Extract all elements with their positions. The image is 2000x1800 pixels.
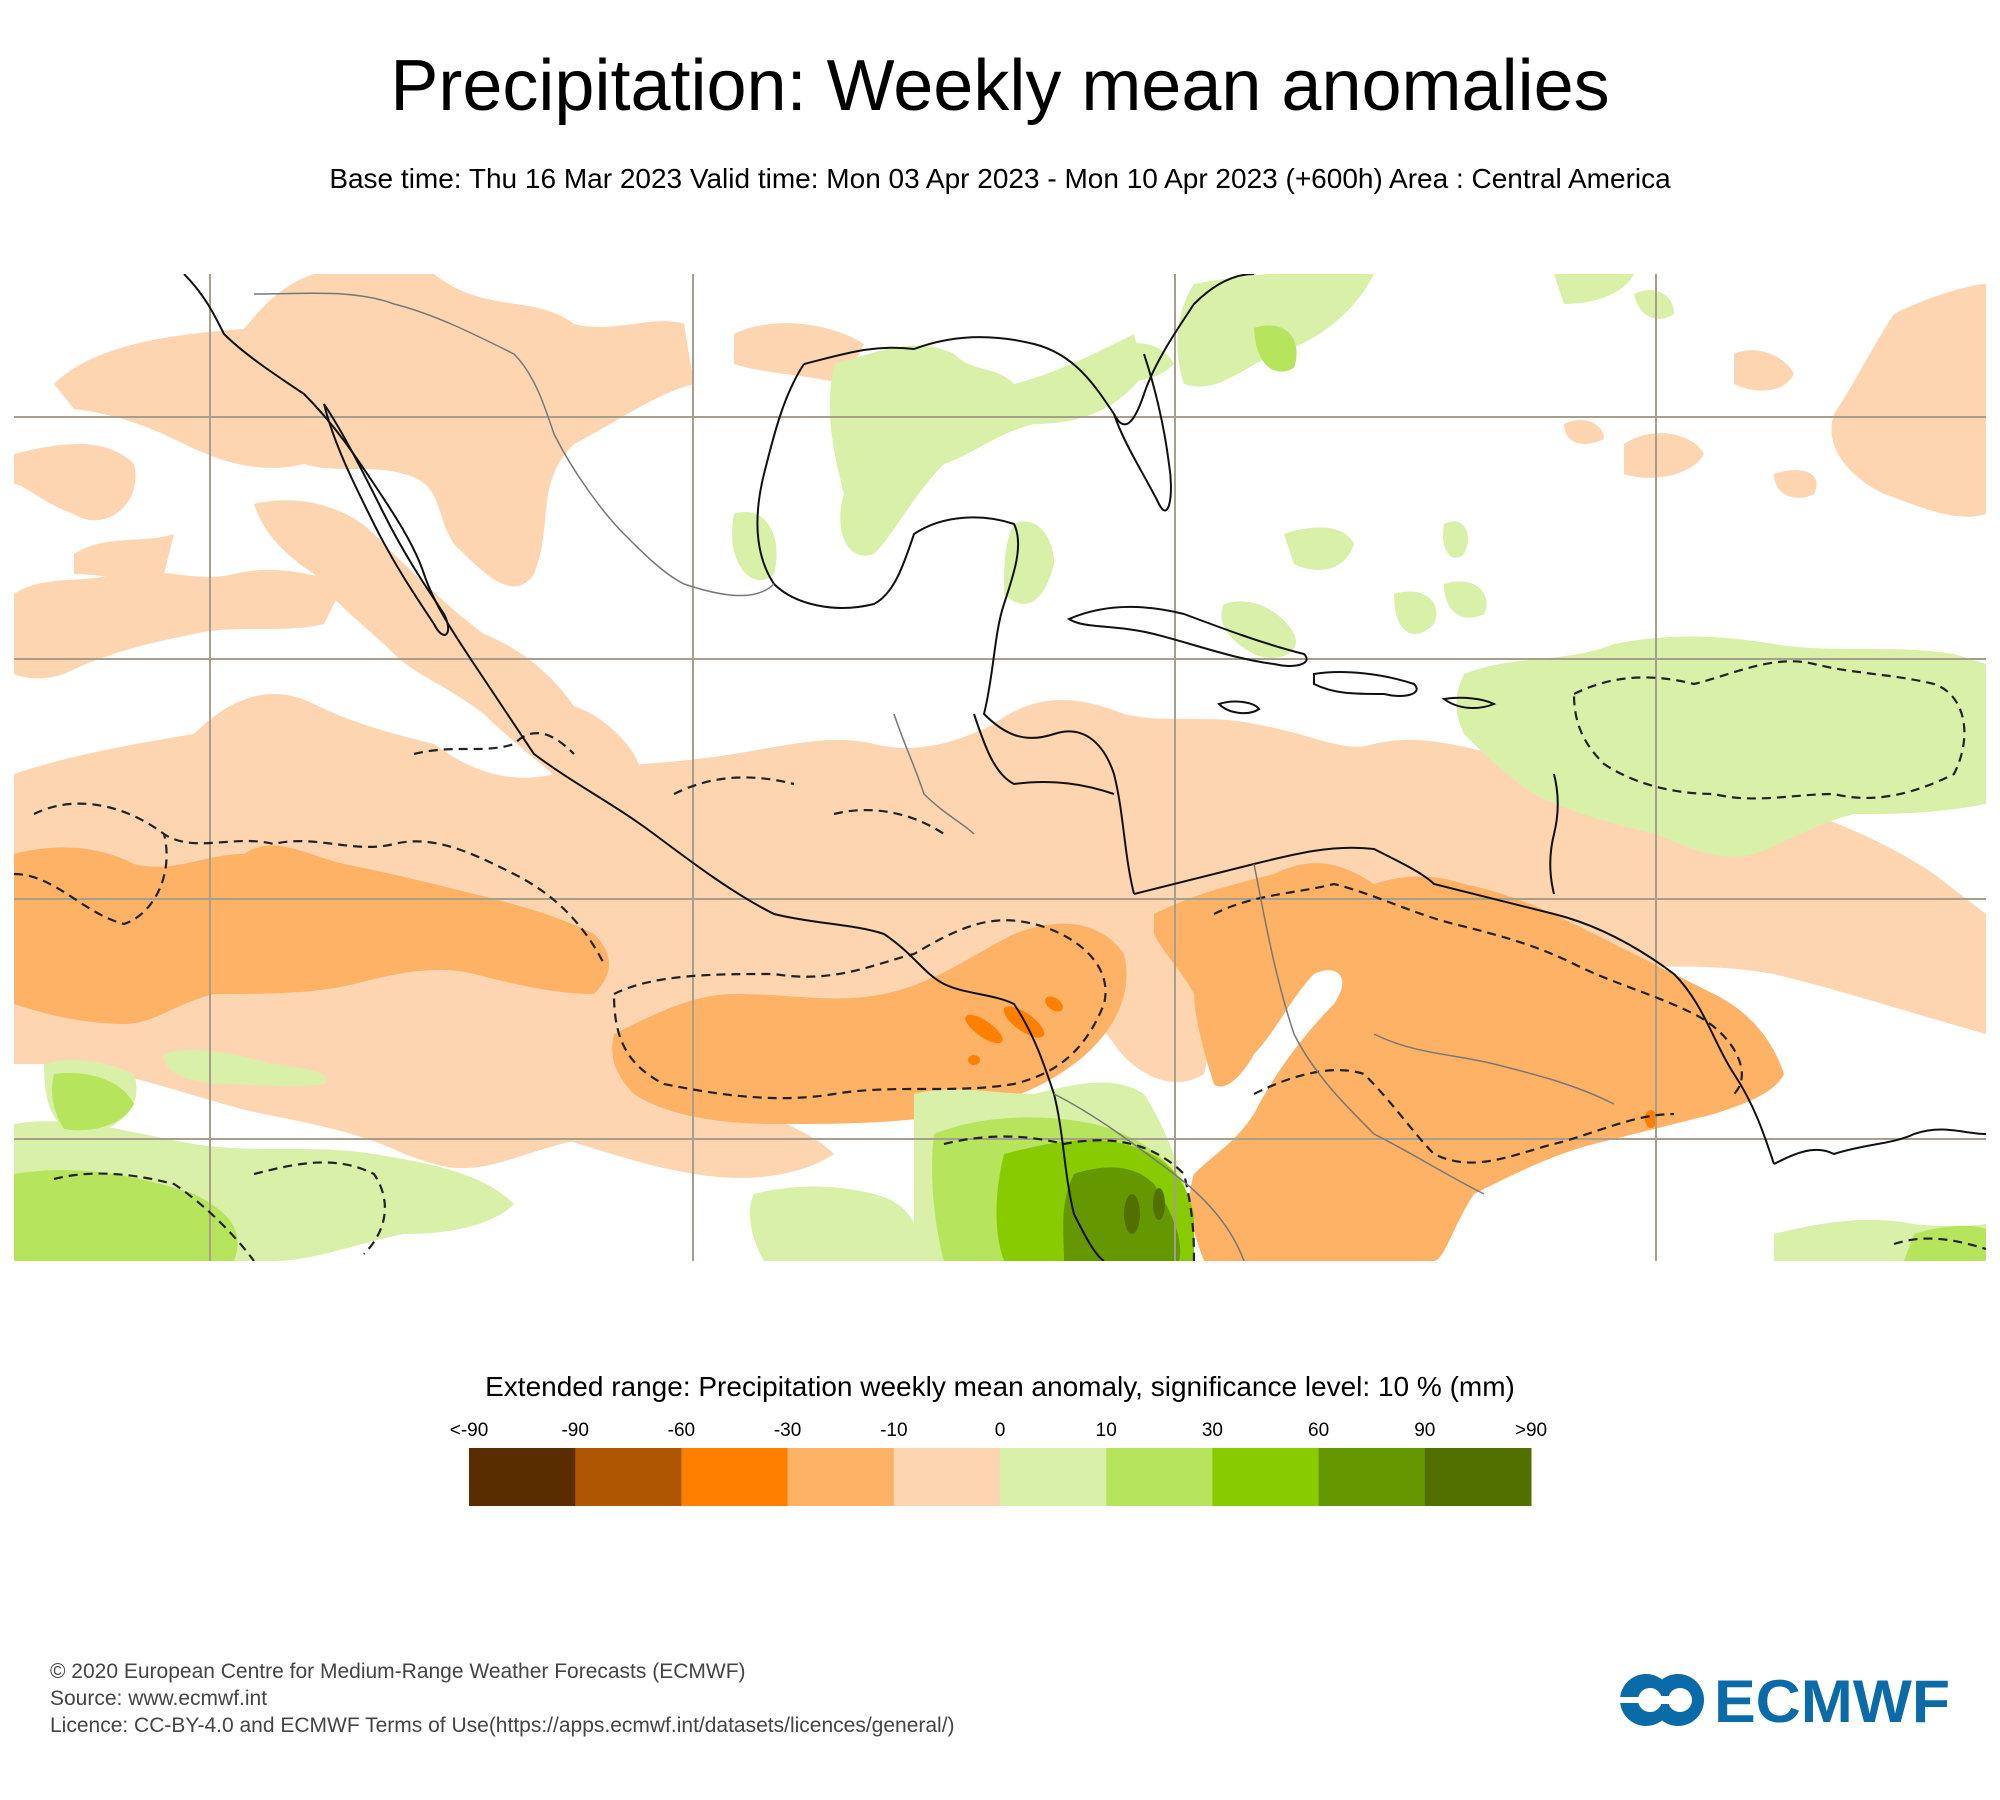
licence-text: Licence: CC-BY-4.0 and ECMWF Terms of Us… [50, 1714, 955, 1737]
legend-swatch [575, 1448, 682, 1506]
page-subtitle: Base time: Thu 16 Mar 2023 Valid time: M… [329, 163, 1671, 194]
legend-swatch [681, 1448, 789, 1506]
significance-contours [14, 660, 1986, 1261]
precipitation-anomaly-map [14, 274, 1986, 1261]
footer: © 2020 European Centre for Medium-Range … [50, 1658, 955, 1739]
legend-tick-label: -60 [668, 1420, 695, 1441]
legend-swatch [469, 1448, 576, 1506]
legend-tick-label: 10 [1096, 1420, 1117, 1441]
coastlines [183, 274, 1986, 1261]
legend-swatch [1318, 1448, 1426, 1506]
legend-swatch [893, 1448, 1001, 1506]
legend-tick-label: 90 [1414, 1420, 1435, 1441]
legend-tick-label: >90 [1515, 1420, 1547, 1441]
legend-tick-label: -90 [561, 1420, 588, 1441]
color-legend: <-90 -90 -60 -30 -10 0 10 30 60 90 >90 [450, 1420, 1547, 1506]
legend-tick-label: -30 [774, 1420, 801, 1441]
legend-tick-label: 0 [995, 1420, 1006, 1441]
anomaly-layer-minus30-minus10 [14, 845, 1784, 1261]
legend-swatch [1424, 1448, 1532, 1506]
legend-tick-label: 60 [1308, 1420, 1329, 1441]
lat-lon-grid [14, 274, 1986, 1261]
ecmwf-logo-text: ECMWF [1714, 1668, 1950, 1732]
page-title: Precipitation: Weekly mean anomalies [390, 46, 1610, 126]
anomaly-layer-minus10-0 [14, 274, 1986, 1178]
legend-swatch [1212, 1448, 1320, 1506]
source-text: Source: www.ecmwf.int [50, 1687, 268, 1710]
legend-tick-label: -10 [880, 1420, 907, 1441]
anomaly-layer-60-90 [1063, 1167, 1181, 1261]
legend-swatch [1106, 1448, 1213, 1506]
legend-tick-label: <-90 [450, 1420, 489, 1441]
legend-tick-label: 30 [1202, 1420, 1223, 1441]
legend-swatch [1000, 1448, 1107, 1506]
legend-swatch [787, 1448, 895, 1506]
anomaly-layer-over-90 [1124, 1188, 1165, 1234]
ecmwf-logo: ECMWF [1618, 1668, 1950, 1732]
copyright-text: © 2020 European Centre for Medium-Range … [50, 1660, 746, 1683]
legend-title: Extended range: Precipitation weekly mea… [485, 1371, 1515, 1402]
country-borders [253, 292, 1615, 1261]
